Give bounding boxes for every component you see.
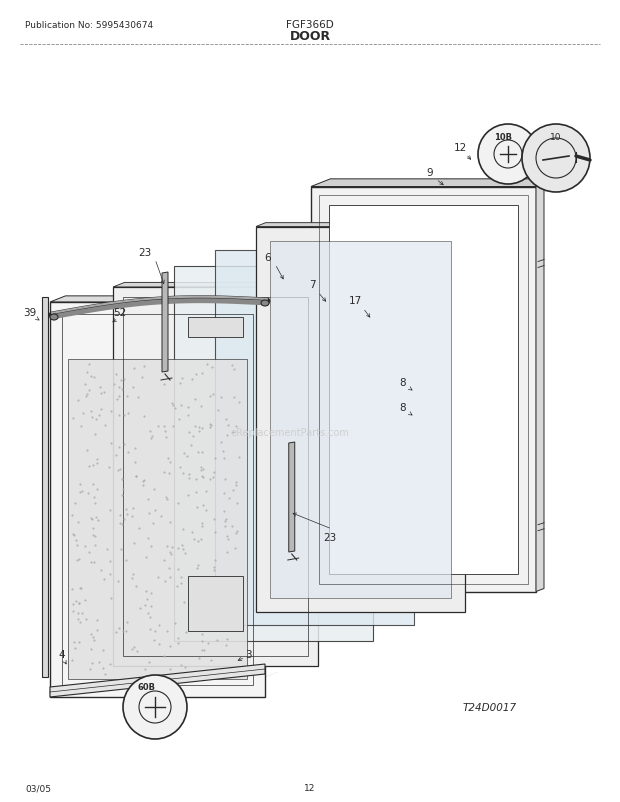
Polygon shape (50, 664, 265, 697)
Text: 12: 12 (304, 784, 316, 792)
Polygon shape (289, 443, 294, 553)
Text: T24D0017: T24D0017 (463, 702, 517, 712)
Text: Publication No: 5995430674: Publication No: 5995430674 (25, 21, 153, 30)
Polygon shape (270, 241, 451, 597)
Text: 23: 23 (324, 533, 337, 542)
Polygon shape (215, 250, 414, 625)
Polygon shape (311, 187, 536, 592)
Text: FGF366D: FGF366D (286, 20, 334, 30)
Polygon shape (162, 273, 168, 373)
Polygon shape (536, 184, 544, 592)
Text: 8: 8 (400, 403, 406, 412)
Ellipse shape (50, 314, 58, 321)
Text: 9: 9 (427, 168, 433, 178)
Text: 3: 3 (245, 649, 251, 659)
Text: 6: 6 (265, 253, 272, 263)
Text: 52: 52 (113, 308, 126, 318)
Polygon shape (113, 288, 318, 666)
Polygon shape (256, 224, 475, 227)
Text: eReplacementParts.com: eReplacementParts.com (231, 427, 350, 437)
Polygon shape (174, 267, 373, 642)
Text: 39: 39 (24, 308, 37, 318)
Polygon shape (256, 227, 465, 612)
Polygon shape (311, 180, 556, 187)
Text: 12: 12 (453, 143, 467, 153)
Polygon shape (50, 302, 265, 697)
Circle shape (478, 125, 538, 184)
Polygon shape (68, 359, 247, 679)
Text: 4: 4 (59, 649, 65, 659)
Text: DOOR: DOOR (290, 30, 330, 43)
Circle shape (522, 125, 590, 192)
Text: 03/05: 03/05 (25, 784, 51, 792)
Polygon shape (42, 298, 48, 677)
Polygon shape (188, 318, 243, 338)
Text: 23: 23 (138, 248, 152, 257)
Circle shape (123, 675, 187, 739)
Text: 60B: 60B (138, 683, 156, 691)
Polygon shape (113, 283, 330, 288)
Text: 10: 10 (551, 132, 562, 141)
Polygon shape (50, 297, 280, 302)
Text: 17: 17 (348, 296, 361, 306)
Polygon shape (329, 205, 518, 573)
Text: 7: 7 (309, 280, 316, 290)
Ellipse shape (261, 301, 269, 306)
Polygon shape (188, 577, 243, 631)
Text: 8: 8 (400, 378, 406, 387)
Text: 10B: 10B (494, 132, 512, 141)
